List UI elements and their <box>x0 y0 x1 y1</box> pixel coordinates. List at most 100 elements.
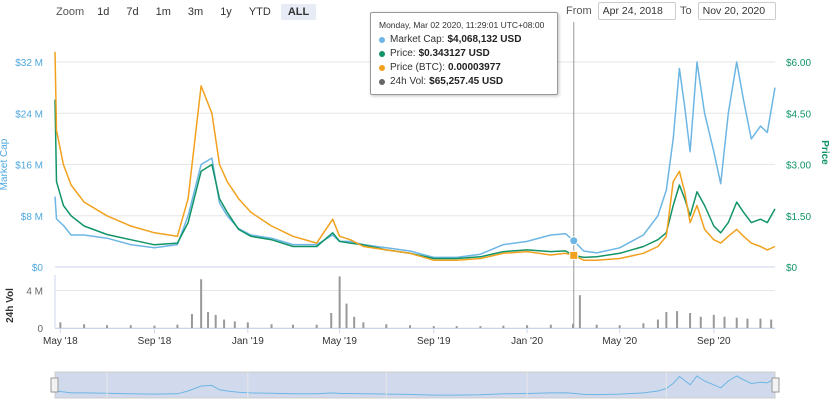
volume-bar <box>735 317 738 328</box>
volume-bar <box>233 321 236 328</box>
zoom-1m-button[interactable]: 1m <box>155 6 171 18</box>
right-axis-tick-label: $4.50 <box>786 109 811 120</box>
market-cap-dot-icon <box>379 36 385 43</box>
volume-bar <box>315 324 318 328</box>
navigator-series-line <box>54 375 776 396</box>
range-from: From <box>566 2 676 20</box>
x-axis-tick-label: Sep '20 <box>697 336 731 347</box>
volume-bar <box>59 322 62 328</box>
volume-bar <box>362 322 365 328</box>
volume-bar <box>190 313 193 328</box>
tooltip-label: 24h Vol: <box>390 76 427 87</box>
right-axis-tick-label: $6.00 <box>786 58 811 69</box>
volume-bar <box>526 325 529 328</box>
volume-bar <box>345 303 348 328</box>
tooltip-value: 0.00003977 <box>448 62 501 73</box>
tooltip-value: $65,257.45 USD <box>429 76 504 87</box>
zoom-7d-button[interactable]: 7d <box>126 6 139 18</box>
volume-bar <box>479 326 482 328</box>
tooltip-row-market-cap: Market Cap: $4,068,132 USD <box>379 34 521 45</box>
zoom-3m-button[interactable]: 3m <box>187 6 204 18</box>
left-axis-tick-label: $8 M <box>21 212 43 223</box>
navigator-right-handle <box>771 377 780 393</box>
zoom-ytd-button[interactable]: YTD <box>248 6 271 18</box>
volume-bar <box>656 319 659 328</box>
price-btc-line <box>54 51 776 261</box>
volume-bar <box>676 311 679 328</box>
volume-bar <box>455 326 458 328</box>
volume-bar <box>618 325 621 328</box>
range-from-label: From <box>566 5 592 17</box>
tooltip-date: Monday, Mar 02 2020, 11:29:01 UTC+08:00 <box>379 20 545 30</box>
tooltip-row-price-btc: Price (BTC): 0.00003977 <box>379 62 501 73</box>
volume-bar <box>578 295 581 328</box>
volume-bar <box>153 325 156 328</box>
left-axis-tick-label: $24 M <box>15 109 43 120</box>
x-axis-tick-label: Sep '18 <box>138 336 172 347</box>
right-axis-tick-label: $0 <box>786 263 798 274</box>
volume-bar <box>699 316 702 328</box>
tooltip-value: $0.343127 USD <box>418 48 490 59</box>
market-cap-line <box>54 61 776 259</box>
volume-bar <box>246 322 249 328</box>
volume-axis-tick-label: 4 M <box>26 287 43 298</box>
zoom-1d-button[interactable]: 1d <box>97 6 110 18</box>
volume-bar <box>214 314 217 328</box>
zoom-all-button[interactable]: ALL <box>280 4 317 20</box>
tooltip-label: Price: <box>390 48 416 59</box>
price-btc-dot-icon <box>379 64 385 71</box>
volume-bar <box>270 324 273 328</box>
right-axis-tick-label: $1.50 <box>786 212 811 223</box>
range-to: To <box>680 2 776 20</box>
tooltip-row-volume: 24h Vol: $65,257.45 USD <box>379 76 503 87</box>
volume-bar <box>502 325 505 328</box>
volume-bar <box>723 316 726 328</box>
tooltip-value: $4,068,132 USD <box>447 34 522 45</box>
volume-bar <box>759 318 762 328</box>
volume-bar <box>291 324 294 328</box>
x-axis-tick-label: May '19 <box>322 336 357 347</box>
left-axis-tick-label: $16 M <box>15 161 43 172</box>
volume-bar <box>106 325 109 328</box>
volume-bar <box>689 313 692 328</box>
price-dot-icon <box>379 50 385 57</box>
left-axis-tick-label: $0 <box>32 263 44 274</box>
volume-bar <box>595 324 598 328</box>
tooltip-label: Price (BTC): <box>390 62 445 73</box>
volume-bar <box>200 279 203 328</box>
range-to-label: To <box>680 5 692 17</box>
volume-axis-tick-label: 0 <box>37 324 43 335</box>
x-axis-tick-label: May '20 <box>602 336 637 347</box>
volume-bar <box>432 326 435 328</box>
volume-bar <box>129 325 132 328</box>
volume-bar <box>665 312 668 328</box>
volume-bar <box>338 276 341 328</box>
volume-bar <box>549 324 552 328</box>
range-from-input[interactable] <box>597 2 676 20</box>
range-to-input[interactable] <box>697 2 776 20</box>
volume-bar <box>385 324 388 328</box>
volume-bar <box>353 316 356 328</box>
hover-marker <box>569 236 579 246</box>
x-axis-tick-label: Jan '20 <box>511 336 543 347</box>
x-axis-tick-label: Jan '19 <box>232 336 264 347</box>
volume-bar <box>330 313 333 328</box>
right-axis-title: Price <box>819 140 830 165</box>
left-axis-title: Market Cap <box>0 138 10 190</box>
volume-bar <box>746 318 749 328</box>
zoom-1y-button[interactable]: 1y <box>220 6 232 18</box>
volume-bar <box>223 319 226 328</box>
price-line <box>54 99 776 260</box>
volume-bar <box>207 312 210 328</box>
volume-bar <box>176 324 179 328</box>
volume-bar <box>642 323 645 328</box>
left-axis-tick-label: $32 M <box>15 58 43 69</box>
zoom-bar: Zoom 1d 7d 1m 3m 1y YTD ALL <box>56 3 319 21</box>
chart-tooltip: Monday, Mar 02 2020, 11:29:01 UTC+08:00 … <box>370 12 558 95</box>
x-axis-tick-label: Sep '19 <box>417 336 451 347</box>
volume-bar <box>83 324 86 328</box>
volume-bar <box>770 319 773 328</box>
hover-marker-price-btc <box>569 250 579 260</box>
volume-bar <box>572 323 575 328</box>
